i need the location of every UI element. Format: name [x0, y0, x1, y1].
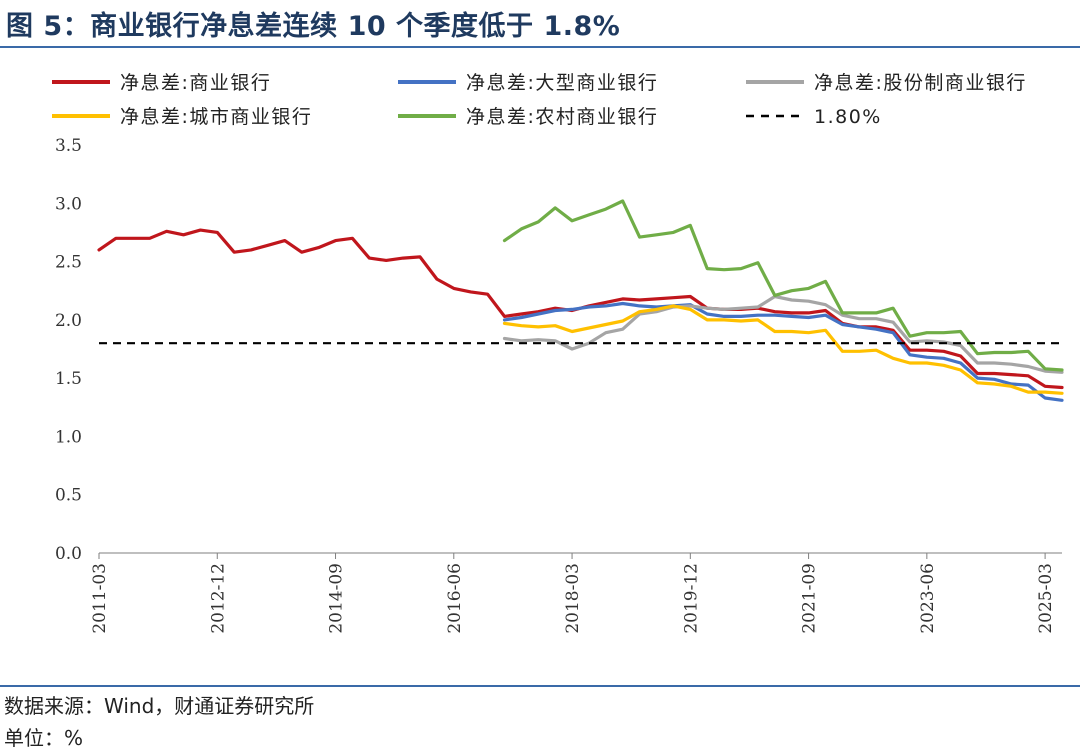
x-tick-label: 2012-12 — [208, 563, 228, 634]
x-axis: 2011-03 2012-12 2014-09 2016-06 2018-03 2019-… — [90, 552, 1062, 634]
series-lines — [97, 199, 1064, 402]
y-tick-label: 3.5 — [55, 136, 82, 156]
legend-label: 净息差:城市商业银行 — [120, 106, 312, 128]
unit-note: 单位：% — [4, 726, 84, 750]
y-tick-label: 1.0 — [55, 427, 82, 447]
top-divider — [0, 46, 1080, 48]
legend-label: 净息差:大型商业银行 — [466, 72, 658, 94]
x-tick-label: 2023-06 — [918, 563, 938, 634]
series-line-item — [502, 294, 1064, 374]
y-tick-label: 3.0 — [55, 194, 82, 214]
data-source-note: 数据来源：Wind，财通证券研究所 — [4, 694, 315, 718]
bottom-divider — [0, 685, 1080, 687]
x-tick-label: 2025-03 — [1036, 563, 1056, 634]
y-tick-label: 2.0 — [55, 311, 82, 331]
legend-label: 净息差:股份制商业银行 — [814, 72, 1027, 94]
x-tick-label: 2018-03 — [563, 563, 583, 634]
x-tick-label: 2011-03 — [90, 563, 110, 634]
x-tick-label: 2016-06 — [445, 563, 465, 634]
x-tick-label: 2019-12 — [681, 563, 701, 634]
series-line-item — [502, 301, 1064, 402]
x-tick-label: 2014-09 — [327, 563, 347, 634]
figure-title: 图 5：商业银行净息差连续 10 个季度低于 1.8% — [6, 11, 621, 42]
y-tick-label: 1.5 — [55, 369, 82, 389]
y-tick-label: 0.5 — [55, 486, 82, 506]
legend-label: 净息差:农村商业银行 — [466, 106, 658, 128]
y-tick-label: 0.0 — [55, 544, 82, 564]
y-tick-label: 2.5 — [55, 253, 82, 273]
legend-label: 净息差:商业银行 — [120, 72, 271, 94]
series-line-item — [502, 304, 1064, 395]
legend-label: 1.80% — [814, 106, 882, 128]
y-axis: 0.0 0.5 1.0 1.5 2.0 2.5 3.0 3.5 — [55, 136, 82, 564]
x-tick-label: 2021-09 — [800, 563, 820, 634]
